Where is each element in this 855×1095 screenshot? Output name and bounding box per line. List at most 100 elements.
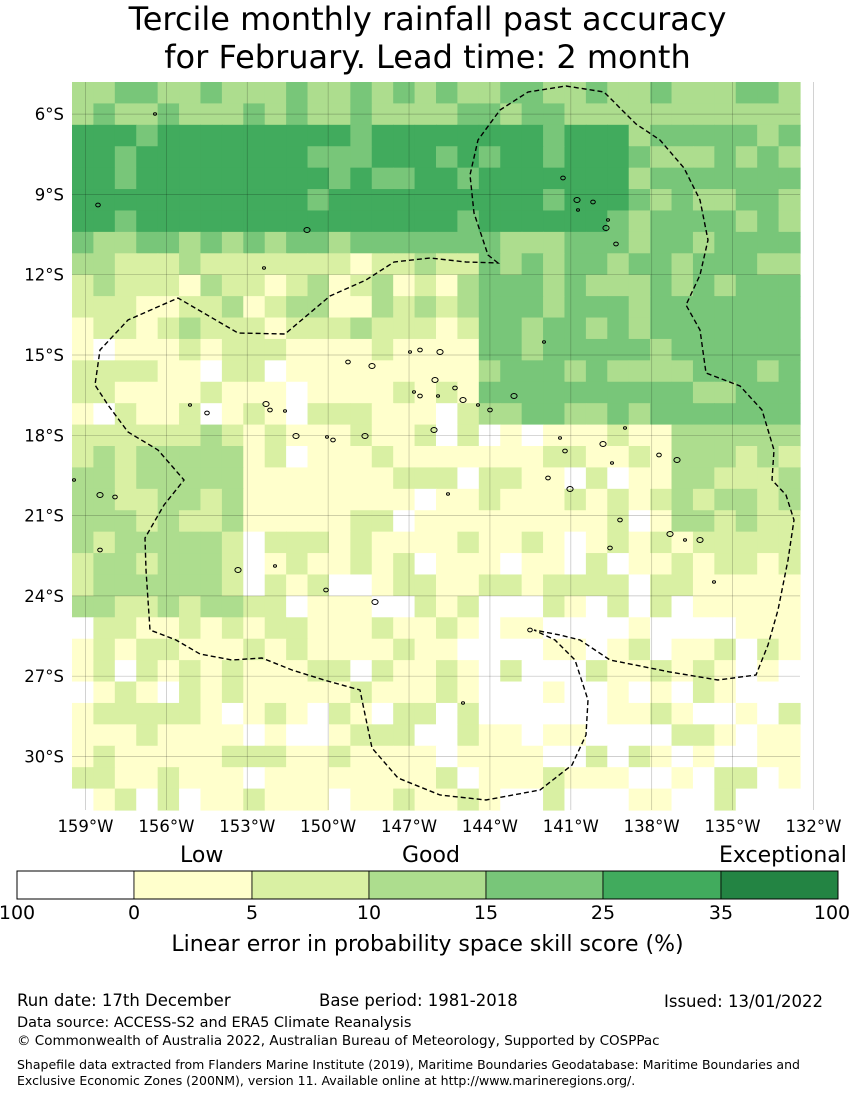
skill-cell xyxy=(778,82,801,105)
skill-cell xyxy=(93,403,116,426)
skill-cell xyxy=(243,553,266,576)
skill-cell xyxy=(328,296,351,319)
skill-cell xyxy=(264,274,287,297)
copyright: © Commonwealth of Australia 2022, Austra… xyxy=(17,1033,660,1049)
skill-cell xyxy=(286,510,309,533)
island-outline xyxy=(461,701,465,705)
skill-cell xyxy=(543,681,566,704)
skill-cell xyxy=(307,531,330,554)
skill-cell xyxy=(243,381,266,404)
skill-cell xyxy=(457,103,480,126)
skill-cell xyxy=(328,317,351,340)
skill-cell xyxy=(628,124,651,147)
skill-cell xyxy=(671,745,694,768)
skill-cell xyxy=(93,681,116,704)
skill-cell xyxy=(307,274,330,297)
skill-cell xyxy=(436,788,459,811)
skill-cell xyxy=(714,617,737,640)
island-outline xyxy=(545,475,551,481)
skill-cell xyxy=(692,82,715,105)
skill-cell xyxy=(350,189,373,212)
skill-cell xyxy=(350,381,373,404)
skill-cell xyxy=(478,617,501,640)
skill-cell xyxy=(585,745,608,768)
skill-cell xyxy=(607,360,630,383)
skill-cell xyxy=(778,231,801,254)
skill-cell xyxy=(436,488,459,511)
skill-cell xyxy=(243,660,266,683)
skill-cell xyxy=(328,767,351,790)
skill-cell xyxy=(628,253,651,276)
skill-cell xyxy=(478,167,501,190)
skill-cell xyxy=(757,553,780,576)
skill-cell xyxy=(328,595,351,618)
skill-cell xyxy=(778,296,801,319)
skill-cell xyxy=(757,531,780,554)
island-outline xyxy=(112,494,118,500)
skill-cell xyxy=(393,317,416,340)
skill-cell xyxy=(436,574,459,597)
skill-cell xyxy=(757,510,780,533)
skill-cell xyxy=(200,788,223,811)
skill-cell xyxy=(457,381,480,404)
island-outline xyxy=(576,208,580,212)
skill-cell xyxy=(607,210,630,233)
skill-cell xyxy=(500,381,523,404)
skill-cell xyxy=(778,510,801,533)
title-line-2: for February. Lead time: 2 month xyxy=(164,38,691,76)
skill-cell xyxy=(157,82,180,105)
skill-cell xyxy=(264,146,287,169)
skill-cell xyxy=(778,210,801,233)
skill-cell xyxy=(114,681,137,704)
skill-cell xyxy=(414,574,437,597)
skill-cell xyxy=(478,553,501,576)
skill-cell xyxy=(500,253,523,276)
skill-cell xyxy=(136,167,159,190)
skill-cell xyxy=(114,82,137,105)
skill-cell xyxy=(564,617,587,640)
skill-cell xyxy=(243,253,266,276)
skill-cell xyxy=(543,595,566,618)
skill-cell xyxy=(735,638,758,661)
skill-cell xyxy=(350,574,373,597)
skill-cell xyxy=(307,338,330,361)
skill-cell xyxy=(778,274,801,297)
skill-cell xyxy=(286,745,309,768)
skill-cell xyxy=(393,681,416,704)
skill-cell xyxy=(414,403,437,426)
skill-cell xyxy=(543,788,566,811)
skill-cell xyxy=(157,124,180,147)
skill-cell xyxy=(157,296,180,319)
island-outline xyxy=(262,401,270,407)
skill-cell xyxy=(478,574,501,597)
skill-cell xyxy=(778,317,801,340)
colorbar-outline xyxy=(16,870,839,900)
map-title: Tercile monthly rainfall past accuracy f… xyxy=(0,0,855,76)
skill-cell xyxy=(136,82,159,105)
skill-cell xyxy=(350,553,373,576)
skill-cell xyxy=(436,253,459,276)
skill-cell xyxy=(778,467,801,490)
skill-cell xyxy=(735,317,758,340)
island-outline xyxy=(267,407,273,413)
island-outline xyxy=(599,441,607,447)
skill-cell xyxy=(757,253,780,276)
skill-cell xyxy=(414,296,437,319)
skill-cell xyxy=(307,681,330,704)
skill-cell xyxy=(136,124,159,147)
skill-cell xyxy=(436,274,459,297)
skill-cell xyxy=(136,702,159,725)
skill-cell xyxy=(436,231,459,254)
skill-cell xyxy=(650,338,673,361)
skill-cell xyxy=(393,360,416,383)
skill-cell xyxy=(136,424,159,447)
islands xyxy=(72,112,716,705)
skill-cell xyxy=(350,488,373,511)
skill-cell xyxy=(714,681,737,704)
skill-cell xyxy=(628,595,651,618)
skill-cell xyxy=(757,296,780,319)
colorbar-tick: 25 xyxy=(590,902,616,924)
skill-cell xyxy=(500,167,523,190)
skill-cell xyxy=(72,146,95,169)
skill-cell xyxy=(735,724,758,747)
